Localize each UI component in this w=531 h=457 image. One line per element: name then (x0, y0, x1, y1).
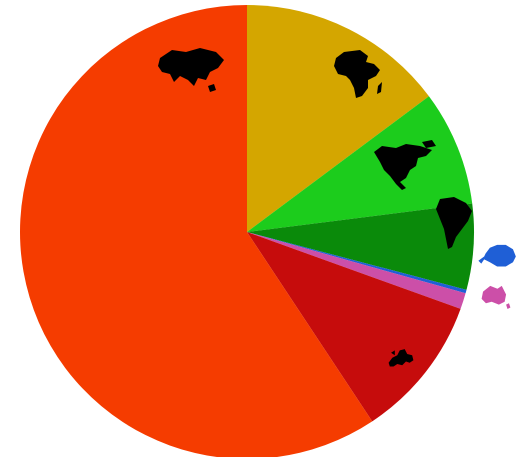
pie-slice-asia (20, 5, 373, 457)
oceania-map-icon (481, 285, 511, 309)
pie-slice-north-america (247, 96, 473, 232)
pie-slices (20, 5, 474, 457)
pie-slice-south-america (247, 203, 474, 290)
pie-slice-antarctica (247, 232, 467, 294)
antarctica-map-icon (478, 244, 516, 267)
pie-slice-africa (247, 5, 429, 232)
pie-slice-oceania (247, 232, 466, 309)
pie-slice-europe (247, 232, 461, 422)
